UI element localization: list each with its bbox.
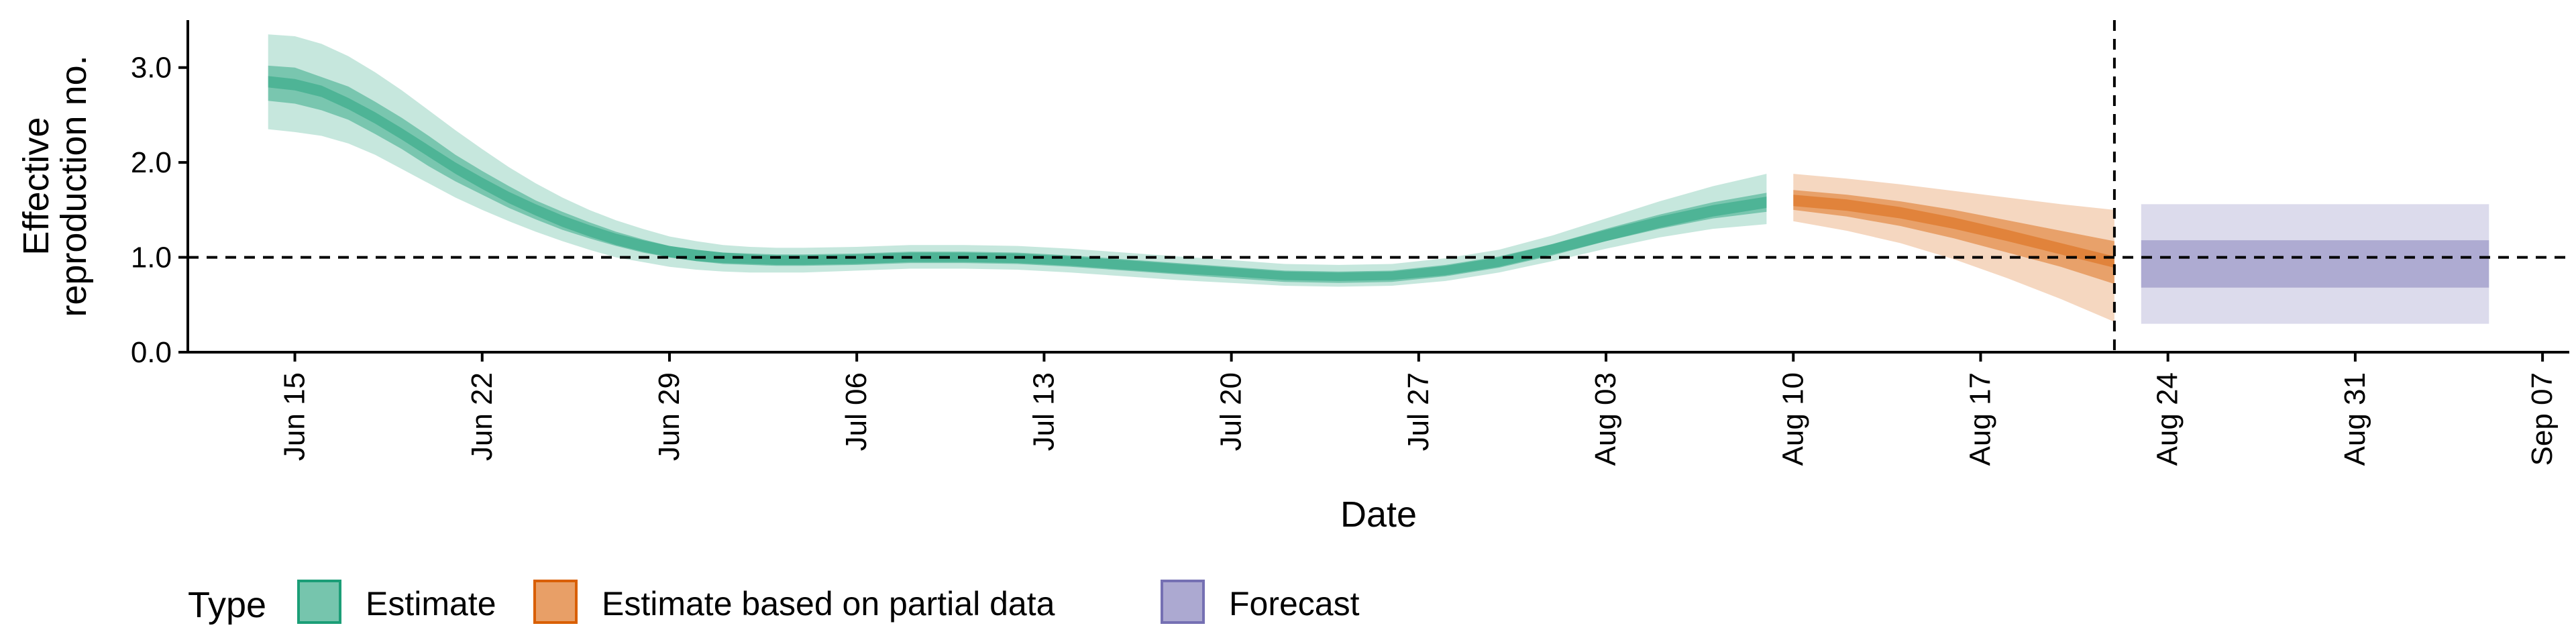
y-tick-label: 0.0 — [131, 336, 172, 369]
y-tick-label: 1.0 — [131, 241, 172, 274]
legend-label-2: Forecast — [1229, 585, 1360, 623]
x-axis-title: Date — [1340, 494, 1417, 535]
axes: 0.0 1.0 2.0 3.0 Jun 15 Jun 22 Jun 29 Jul 06 Jul… — [131, 20, 2569, 466]
legend-title: Type — [188, 585, 266, 625]
y-axis-title-line-1: Effective — [16, 117, 56, 255]
estimate-bands — [268, 34, 2489, 324]
estimate-based-on-partial-data-median-band — [1793, 195, 2114, 268]
x-tick-label: Jul 06 — [840, 372, 873, 451]
x-tick-label: Jun 15 — [278, 372, 311, 461]
x-tick-label: Aug 24 — [2151, 372, 2184, 466]
reference-lines — [188, 20, 2569, 352]
y-axis-title: Effective reproduction no. — [16, 55, 94, 317]
legend-label-0: Estimate — [366, 585, 496, 623]
estimate-based-on-partial-data-band-50 — [1793, 190, 2114, 284]
x-ticks: Jun 15 Jun 22 Jun 29 Jul 06 Jul 13 Jul 20 Jul … — [278, 352, 2559, 466]
y-tick-label: 2.0 — [131, 146, 172, 179]
x-tick-label: Aug 10 — [1776, 372, 1809, 466]
x-tick-label: Sep 07 — [2526, 372, 2559, 466]
x-tick-label: Aug 17 — [1964, 372, 1996, 466]
x-tick-label: Jun 29 — [653, 372, 686, 461]
forecast-band-90 — [2141, 204, 2489, 324]
legend-label-1: Estimate based on partial data — [602, 585, 1055, 623]
x-tick-label: Aug 03 — [1589, 372, 1622, 466]
x-tick-label: Jul 27 — [1402, 372, 1435, 451]
y-axis-title-line-2: reproduction no. — [54, 55, 94, 317]
y-ticks: 0.0 1.0 2.0 3.0 — [131, 52, 188, 369]
x-tick-label: Jul 13 — [1027, 372, 1060, 451]
x-tick-label: Jul 20 — [1215, 372, 1248, 451]
legend: Type Estimate Estimate based on partial d… — [188, 580, 1360, 625]
y-tick-label: 3.0 — [131, 52, 172, 85]
legend-key-1 — [533, 580, 578, 624]
x-tick-label: Jun 22 — [466, 372, 498, 461]
legend-key-2 — [1161, 580, 1205, 624]
x-tick-label: Aug 31 — [2339, 372, 2371, 466]
estimate-based-on-partial-data-band-90 — [1793, 174, 2114, 322]
forecast-band-50 — [2141, 240, 2489, 288]
legend-key-0 — [297, 580, 341, 624]
